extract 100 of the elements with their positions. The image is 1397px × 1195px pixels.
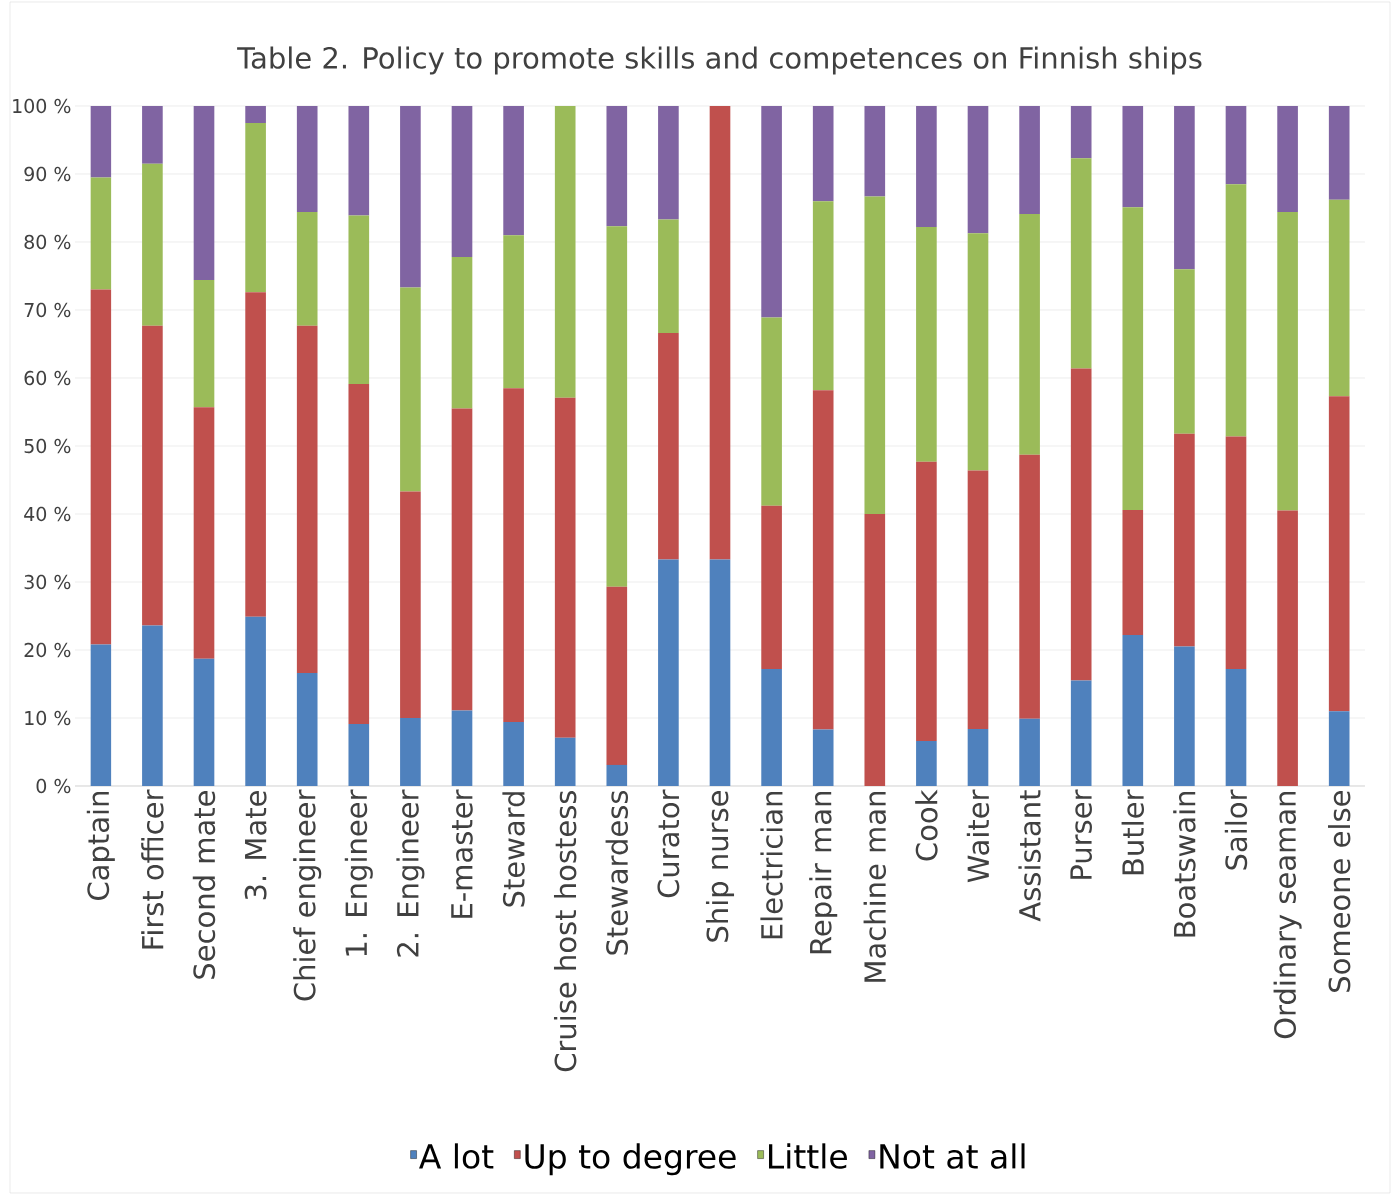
bar: [1174, 106, 1195, 270]
y-tick-label: 10 %: [25, 710, 71, 726]
bar: [1328, 106, 1350, 200]
bar: [658, 559, 679, 786]
bar: [245, 292, 266, 617]
bar: [451, 256, 473, 409]
x-tick-label: Second mate: [192, 791, 216, 979]
bar: [967, 106, 989, 234]
x-tick-label: E-master: [451, 789, 473, 918]
x-tick-label: Purser: [1070, 789, 1092, 879]
bar: [348, 106, 370, 216]
bar: [193, 407, 215, 659]
bar: [193, 280, 215, 408]
bar: [967, 233, 989, 471]
bar: [503, 722, 524, 786]
bar: [916, 227, 937, 462]
bar: [554, 737, 576, 786]
bar: [709, 106, 731, 560]
bar: [400, 106, 421, 288]
bar: [812, 390, 834, 730]
bar: [864, 196, 886, 514]
bar: [606, 106, 628, 227]
bar: [812, 201, 834, 391]
bar: [245, 106, 266, 123]
x-tick-label: 1. Engineer: [344, 789, 373, 956]
x-tick-label: Ship nurse: [705, 791, 735, 942]
x-tick-label: Captain: [86, 791, 115, 900]
bar: [296, 325, 318, 674]
x-tick-label: Machine man: [863, 791, 887, 982]
bar: [1019, 454, 1040, 719]
x-tick-label: Waiter: [966, 789, 990, 883]
bar: [1070, 680, 1092, 786]
bar: [658, 219, 679, 334]
bar: [348, 724, 370, 786]
bar: [1225, 669, 1247, 786]
x-tick-label: Boatswain: [1173, 791, 1196, 937]
bar: [606, 764, 628, 786]
bar: [761, 317, 782, 506]
bar: [554, 397, 576, 738]
bar: [1070, 368, 1092, 681]
legend-label: A lot: [419, 1143, 494, 1169]
legend-label: Little: [769, 1143, 847, 1169]
x-tick-label: Sailor: [1224, 789, 1248, 870]
x-tick-label: Curator: [657, 789, 680, 898]
bar: [90, 177, 112, 290]
bar: [503, 235, 524, 389]
bar: [142, 163, 163, 326]
bar: [451, 710, 473, 786]
bar: [400, 718, 421, 786]
bar: [245, 616, 266, 786]
bar: [245, 123, 266, 293]
x-tick-label: Assistant: [1018, 790, 1041, 922]
bar: [658, 106, 679, 220]
bar: [1225, 436, 1247, 670]
bar: [967, 470, 989, 729]
bar: [761, 505, 782, 670]
bar: [296, 673, 318, 786]
bar: [142, 325, 163, 626]
bar: [606, 226, 628, 587]
bar: [1328, 711, 1350, 786]
bar: [1225, 106, 1247, 185]
bar: [503, 388, 524, 723]
bar: [193, 106, 215, 281]
bar: [503, 106, 524, 236]
bar: [400, 287, 421, 492]
x-tick-label: Ordinary seaman: [1273, 791, 1302, 1039]
bar: [1070, 106, 1092, 159]
x-tick-label: Cook: [915, 789, 938, 861]
x-tick-label: Cruise host hostess: [553, 790, 577, 1072]
bar: [348, 215, 370, 385]
bar: [1174, 646, 1195, 786]
bar: [812, 106, 834, 202]
bar: [1277, 510, 1298, 786]
bar: [1019, 214, 1040, 455]
bar: [1277, 212, 1298, 511]
x-tick-label: Someone else: [1327, 791, 1351, 992]
bar: [1122, 635, 1144, 786]
bar: [864, 514, 886, 786]
bar: [296, 106, 318, 213]
bar: [1328, 396, 1350, 712]
bar: [90, 106, 112, 178]
x-tick-label: Steward: [502, 792, 525, 907]
bar: [916, 741, 937, 786]
legend-label: Not at all: [880, 1143, 1025, 1169]
bar: [1070, 158, 1092, 369]
bar: [1019, 106, 1040, 215]
bar: [1174, 269, 1195, 434]
bar: [193, 658, 215, 786]
x-tick-label: First officer: [141, 789, 164, 949]
x-tick-label: 2. Engineer: [396, 789, 425, 957]
bar: [812, 729, 834, 786]
y-tick-label: 40 %: [24, 506, 71, 522]
bar: [1122, 509, 1144, 636]
x-tick-label: Butler: [1121, 789, 1145, 875]
y-tick-label: 100 %: [13, 98, 71, 114]
bar: [451, 106, 473, 257]
x-tick-label: Chief engineer: [293, 789, 322, 1001]
bar: [916, 461, 937, 742]
x-tick-label: Stewardess: [605, 790, 629, 955]
y-tick-label: 60 %: [24, 370, 71, 386]
